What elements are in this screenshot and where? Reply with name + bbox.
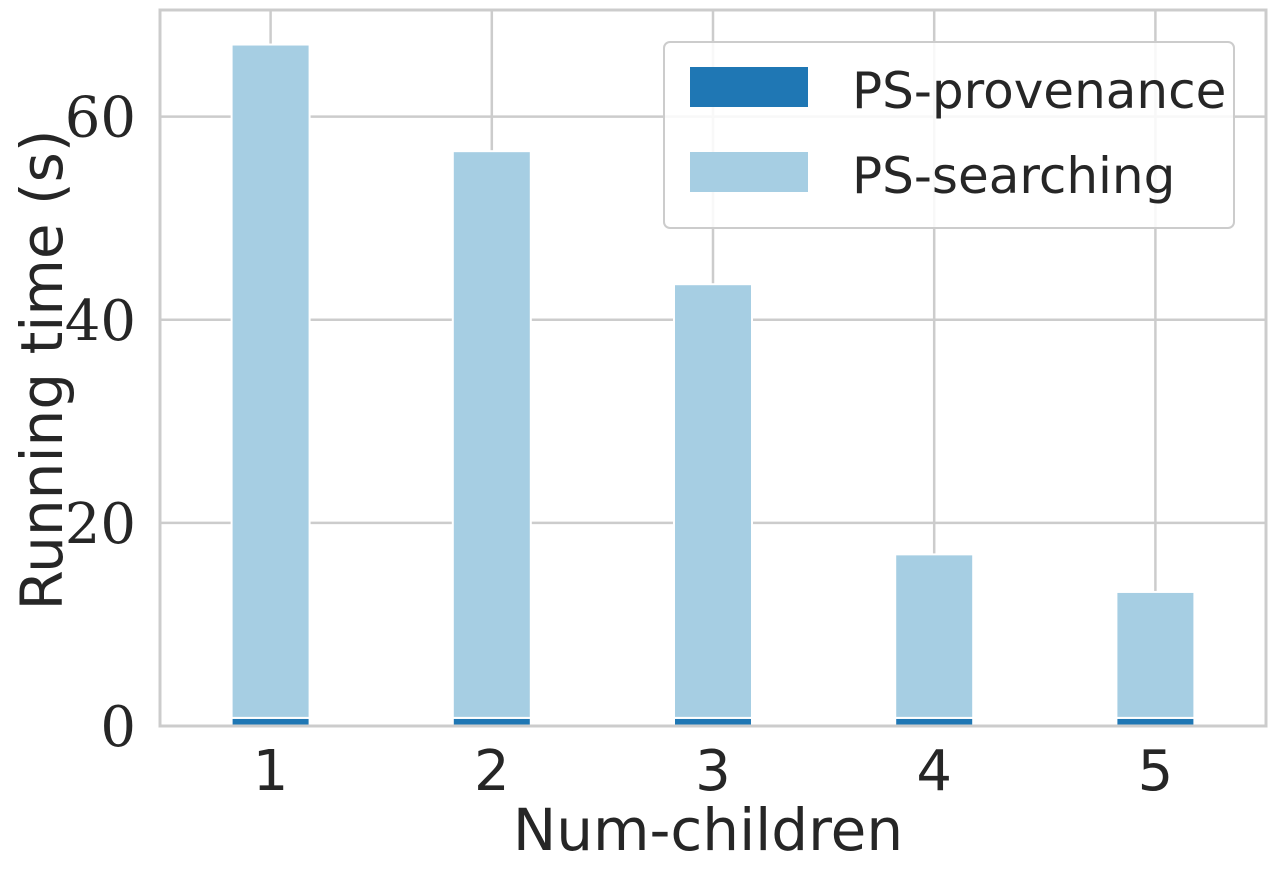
x-axis-label: Num-children bbox=[513, 796, 903, 864]
bar-ps-searching-1 bbox=[230, 43, 311, 719]
legend-label-ps-provenance: PS-provenance bbox=[852, 62, 1226, 120]
legend-swatch-ps-searching bbox=[690, 152, 808, 192]
y-tick-label: 40 bbox=[65, 289, 136, 354]
legend-label-ps-searching: PS-searching bbox=[852, 147, 1175, 205]
y-axis-label: Running time (s) bbox=[8, 129, 76, 610]
legend-swatch-ps-provenance bbox=[690, 67, 808, 107]
x-tick-label: 3 bbox=[695, 739, 731, 804]
bar-ps-searching-2 bbox=[451, 150, 532, 719]
tick-labels: 0 20 40 60 1 2 3 4 5 bbox=[65, 86, 1173, 804]
bar-ps-searching-5 bbox=[1115, 590, 1196, 719]
x-tick-label: 1 bbox=[253, 739, 289, 804]
bar-ps-searching-4 bbox=[894, 553, 975, 719]
bar-ps-searching-3 bbox=[673, 283, 753, 719]
y-tick-label: 0 bbox=[100, 695, 136, 760]
plot-frame bbox=[158, 8, 1268, 728]
legend: PS-provenance PS-searching bbox=[663, 41, 1235, 229]
plot-border bbox=[158, 8, 1268, 728]
x-tick-label: 4 bbox=[916, 739, 952, 804]
x-tick-label: 2 bbox=[474, 739, 510, 804]
bars bbox=[230, 43, 1196, 728]
x-tick-label: 5 bbox=[1138, 739, 1174, 804]
y-tick-label: 20 bbox=[65, 492, 136, 557]
y-tick-label: 60 bbox=[65, 86, 136, 151]
